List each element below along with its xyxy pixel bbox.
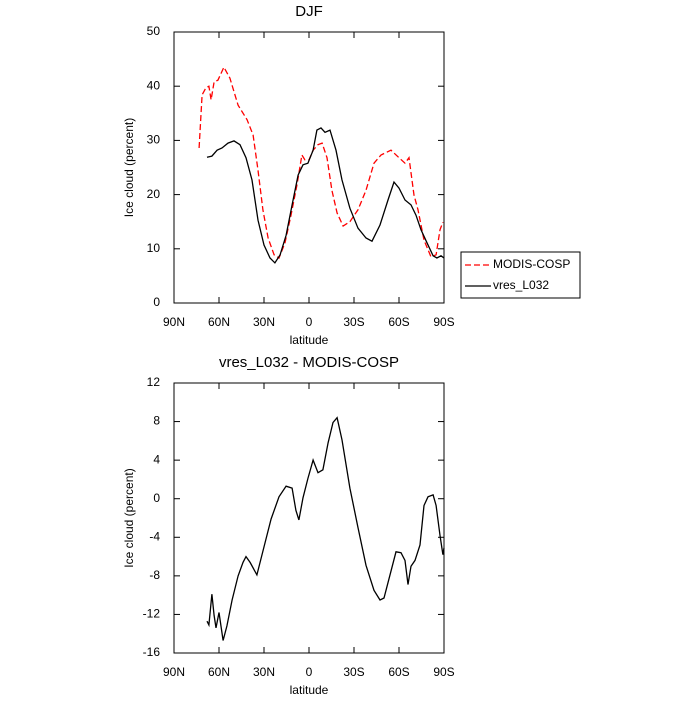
data-line [206,127,445,264]
x-tick-label: 0 [306,315,313,329]
y-tick-label: -8 [149,568,160,582]
legend-box [460,251,581,299]
x-axis-label: latitude [290,683,329,697]
y-tick-label: 12 [147,375,161,389]
x-tick-label: 90N [163,665,185,679]
data-line [198,65,444,259]
y-tick-label: 30 [147,133,161,147]
x-tick-label: 30S [343,315,364,329]
y-tick-label: -16 [143,645,161,659]
y-tick-label: -4 [149,529,160,543]
plot-frame [173,31,445,304]
x-tick-label: 90N [163,315,185,329]
y-tick-label: 20 [147,187,161,201]
chart-title: DJF [295,3,323,20]
x-axis-label: latitude [290,333,329,347]
y-tick-label: 8 [153,414,160,428]
x-tick-label: 60N [208,315,230,329]
x-tick-label: 30N [253,315,275,329]
y-tick-label: 50 [147,24,161,38]
x-tick-label: 60S [388,315,409,329]
x-tick-label: 30N [253,665,275,679]
y-tick-label: 0 [153,295,160,309]
y-tick-label: 10 [147,241,161,255]
x-tick-label: 90S [433,665,454,679]
y-tick-label: 4 [153,452,160,466]
y-axis-label: Ice cloud (percent) [122,118,136,217]
x-tick-label: 0 [306,665,313,679]
x-tick-label: 60S [388,665,409,679]
data-line [206,416,445,641]
y-tick-label: 40 [147,78,161,92]
y-axis-label: Ice cloud (percent) [122,468,136,567]
chart-title: vres_L032 - MODIS-COSP [219,354,399,371]
legend-label: MODIS-COSP [493,257,570,271]
plot-frame [173,382,445,654]
x-tick-label: 30S [343,665,364,679]
legend-label: vres_L032 [493,278,549,292]
y-tick-label: -12 [143,607,161,621]
x-tick-label: 90S [433,315,454,329]
y-tick-label: 0 [153,491,160,505]
x-tick-label: 60N [208,665,230,679]
